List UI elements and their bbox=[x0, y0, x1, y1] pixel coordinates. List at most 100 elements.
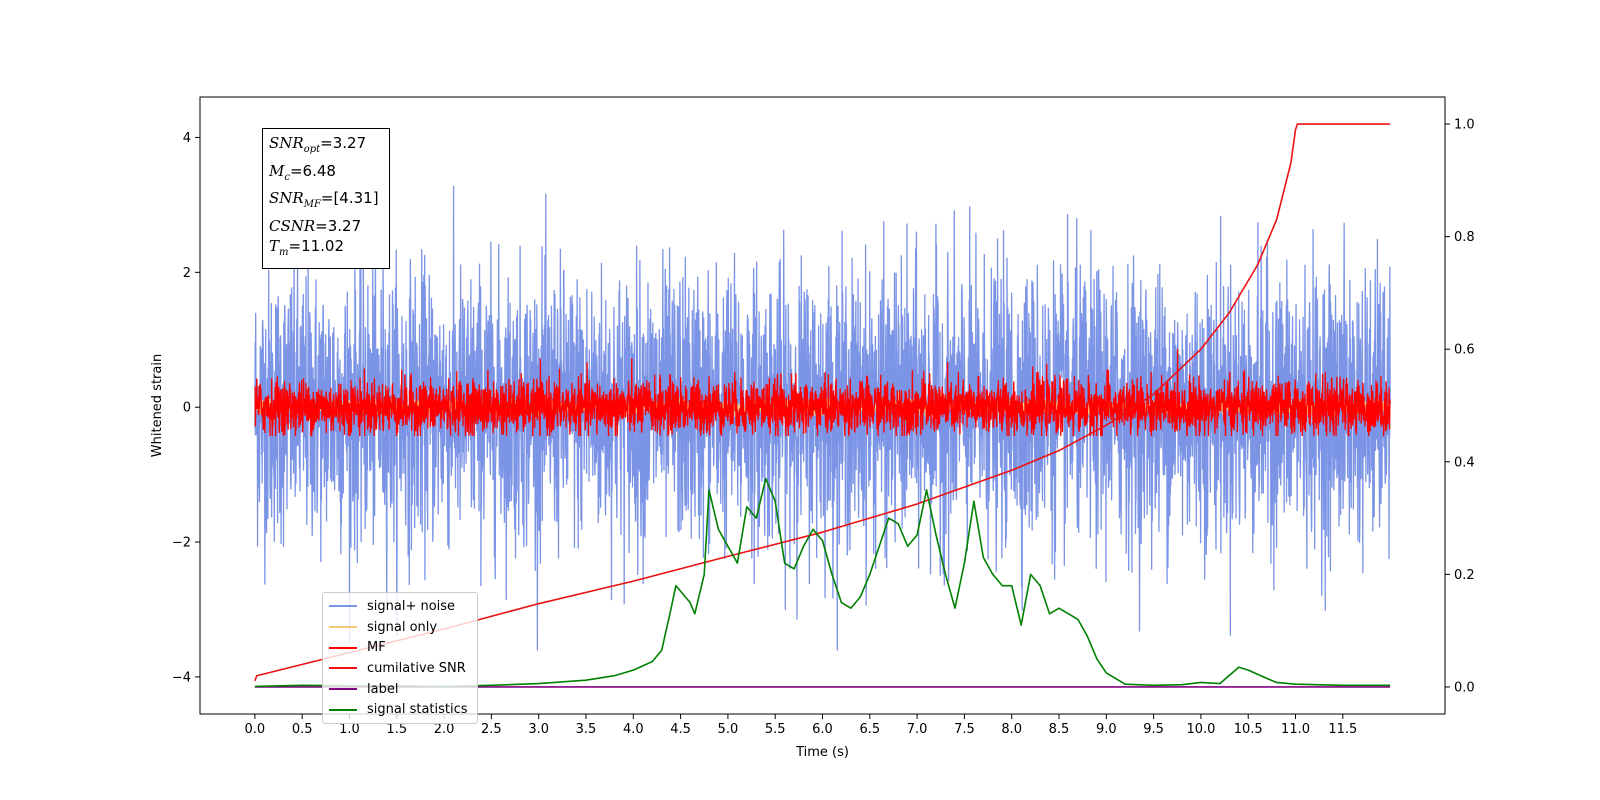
y-tick: −2 bbox=[172, 536, 200, 551]
x-tick-label: 9.0 bbox=[1096, 722, 1117, 737]
x-tick-label: 9.5 bbox=[1143, 722, 1164, 737]
annotation-symbol: T bbox=[269, 237, 280, 255]
x-tick: 7.5 bbox=[954, 714, 975, 737]
y-tick: 2 bbox=[183, 266, 200, 281]
y-tick-label: −4 bbox=[172, 670, 191, 685]
annotation-line: CSNR=3.27 bbox=[269, 216, 383, 237]
y-right-tick-label: 1.0 bbox=[1454, 118, 1475, 133]
x-tick-label: 8.0 bbox=[1001, 722, 1022, 737]
y-right-tick: 0.4 bbox=[1445, 455, 1475, 470]
series-line-5 bbox=[254, 477, 1391, 688]
y-right-tick-label: 0.2 bbox=[1454, 568, 1475, 583]
x-tick: 6.5 bbox=[859, 714, 880, 737]
legend-label: MF bbox=[367, 640, 386, 656]
legend-item: MF bbox=[329, 637, 471, 658]
legend-label: signal only bbox=[367, 619, 438, 635]
x-tick: 4.0 bbox=[623, 714, 644, 737]
annotation-line: Tm=11.02 bbox=[269, 236, 383, 264]
annotation-subscript: c bbox=[284, 171, 290, 183]
annotation-subscript: MF bbox=[303, 199, 321, 210]
y-right-tick: 1.0 bbox=[1445, 118, 1475, 133]
x-tick: 3.0 bbox=[528, 714, 549, 737]
y-right-tick-label: 0.8 bbox=[1454, 230, 1475, 245]
x-tick-label: 4.0 bbox=[623, 722, 644, 737]
legend-label: signal+ noise bbox=[367, 598, 456, 614]
x-tick: 4.5 bbox=[670, 714, 691, 737]
legend-swatch bbox=[329, 626, 357, 629]
y-tick: 4 bbox=[183, 131, 200, 146]
legend-label: label bbox=[367, 681, 399, 697]
legend-swatch bbox=[329, 646, 357, 649]
y-right-tick: 0.8 bbox=[1445, 230, 1475, 245]
y-right-tick-label: 0.0 bbox=[1454, 680, 1475, 695]
x-tick: 10.5 bbox=[1234, 714, 1263, 737]
x-tick-label: 1.5 bbox=[386, 722, 407, 737]
annotation-symbol: SNR bbox=[269, 189, 304, 207]
x-tick: 11.0 bbox=[1281, 714, 1310, 737]
y-right-tick: 0.2 bbox=[1445, 568, 1475, 583]
x-tick-label: 0.0 bbox=[245, 722, 266, 737]
legend-item: label bbox=[329, 679, 471, 700]
x-tick-label: 11.5 bbox=[1328, 722, 1357, 737]
x-tick-label: 4.5 bbox=[670, 722, 691, 737]
annotation-value: =6.48 bbox=[289, 161, 336, 180]
x-tick-label: 2.5 bbox=[481, 722, 502, 737]
annotation-line: Mc=6.48 bbox=[269, 161, 383, 189]
series-line-2 bbox=[254, 348, 1391, 437]
legend-item: signal statistics bbox=[329, 699, 471, 720]
annotation-value: =3.27 bbox=[315, 216, 362, 235]
x-tick-label: 11.0 bbox=[1281, 722, 1310, 737]
annotation-symbol: M bbox=[269, 161, 285, 180]
annotation-line: SNRMF=[4.31] bbox=[269, 188, 383, 216]
x-tick-label: 6.5 bbox=[859, 722, 880, 737]
x-tick: 7.0 bbox=[907, 714, 928, 737]
y-right-tick-label: 0.6 bbox=[1454, 343, 1475, 358]
y-axis-label: Whitened strain bbox=[150, 354, 165, 457]
legend-item: cumilative SNR bbox=[329, 658, 471, 679]
x-tick-label: 7.5 bbox=[954, 722, 975, 737]
y-tick-label: 2 bbox=[183, 266, 191, 281]
x-tick-label: 7.0 bbox=[907, 722, 928, 737]
annotation-value: =11.02 bbox=[288, 237, 345, 255]
legend-swatch bbox=[329, 605, 357, 608]
x-tick: 0.5 bbox=[292, 714, 313, 737]
legend-label: signal statistics bbox=[367, 702, 468, 718]
legend: signal+ noise signal only MF cumilative SNR… bbox=[322, 592, 478, 725]
x-tick: 9.5 bbox=[1143, 714, 1164, 737]
y-tick-label: −2 bbox=[172, 536, 191, 551]
y-tick-label: 0 bbox=[183, 401, 191, 416]
legend-item: signal+ noise bbox=[329, 596, 471, 617]
annotation-value: =[4.31] bbox=[320, 189, 379, 207]
x-tick: 11.5 bbox=[1328, 714, 1357, 737]
x-tick-label: 3.5 bbox=[576, 722, 597, 737]
y-tick: 0 bbox=[183, 401, 200, 416]
y-tick: −4 bbox=[172, 670, 200, 685]
x-tick-label: 6.0 bbox=[812, 722, 833, 737]
x-tick-label: 1.0 bbox=[339, 722, 360, 737]
y-tick-label: 4 bbox=[183, 131, 191, 146]
x-tick-label: 8.5 bbox=[1049, 722, 1070, 737]
legend-swatch bbox=[329, 667, 357, 670]
x-tick-label: 2.0 bbox=[434, 722, 455, 737]
x-tick-label: 5.0 bbox=[718, 722, 739, 737]
legend-swatch bbox=[329, 688, 357, 691]
x-tick: 9.0 bbox=[1096, 714, 1117, 737]
annotation-symbol: CSNR bbox=[269, 216, 316, 235]
x-tick-label: 10.0 bbox=[1186, 722, 1215, 737]
y-right-tick-label: 0.4 bbox=[1454, 455, 1475, 470]
legend-label: cumilative SNR bbox=[367, 660, 466, 676]
x-tick: 8.0 bbox=[1001, 714, 1022, 737]
legend-item: signal only bbox=[329, 617, 471, 638]
annotation-subscript: m bbox=[279, 247, 289, 258]
x-tick: 5.5 bbox=[765, 714, 786, 737]
x-tick: 3.5 bbox=[576, 714, 597, 737]
x-tick: 8.5 bbox=[1049, 714, 1070, 737]
x-tick-label: 3.0 bbox=[528, 722, 549, 737]
y-right-tick: 0.6 bbox=[1445, 343, 1475, 358]
x-tick: 6.0 bbox=[812, 714, 833, 737]
x-tick: 5.0 bbox=[718, 714, 739, 737]
annotation-value: =3.27 bbox=[320, 134, 367, 152]
x-tick-label: 10.5 bbox=[1234, 722, 1263, 737]
x-tick: 10.0 bbox=[1186, 714, 1215, 737]
